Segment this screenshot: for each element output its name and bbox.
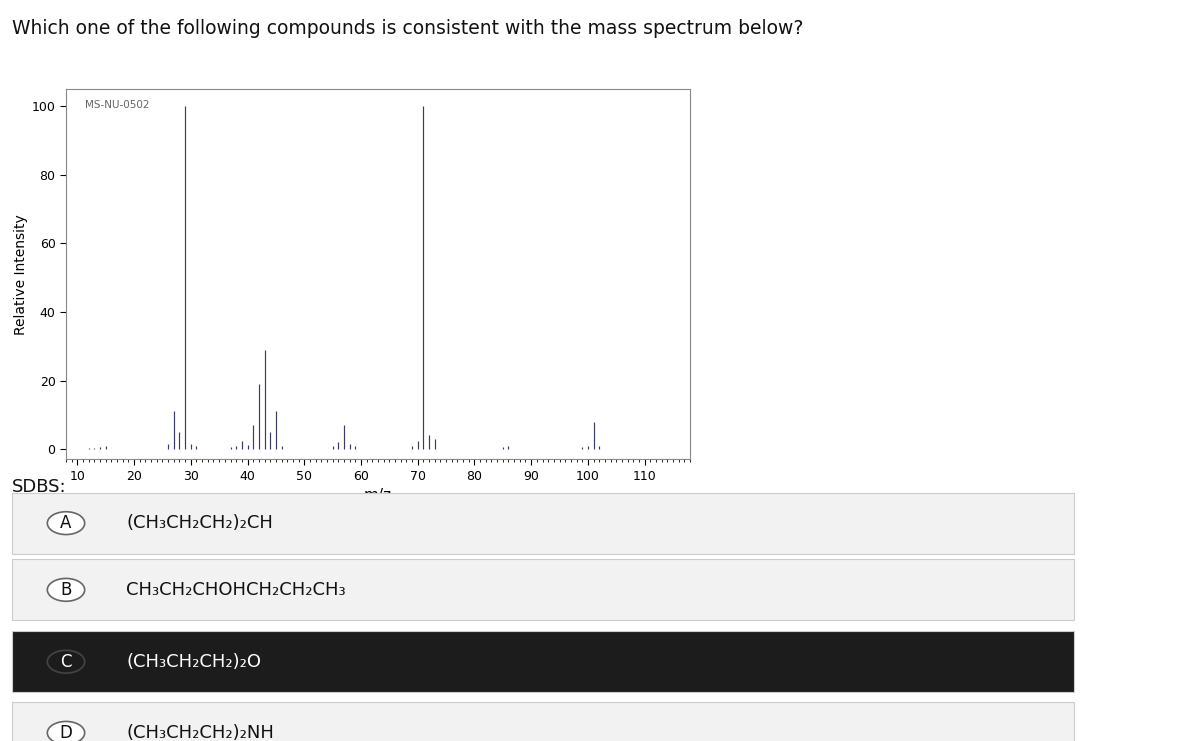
Text: MS-NU-0502: MS-NU-0502	[85, 100, 149, 110]
Text: SDBS:: SDBS:	[12, 478, 67, 496]
Y-axis label: Relative Intensity: Relative Intensity	[13, 214, 28, 334]
Text: CH₃CH₂CHOHCH₂CH₂CH₃: CH₃CH₂CHOHCH₂CH₂CH₃	[126, 581, 346, 599]
Text: (CH₃CH₂CH₂)₂NH: (CH₃CH₂CH₂)₂NH	[126, 724, 274, 741]
Text: B: B	[60, 581, 72, 599]
Text: A: A	[60, 514, 72, 532]
Text: C: C	[60, 653, 72, 671]
Text: Which one of the following compounds is consistent with the mass spectrum below?: Which one of the following compounds is …	[12, 19, 803, 38]
Text: D: D	[60, 724, 72, 741]
Text: (CH₃CH₂CH₂)₂CH: (CH₃CH₂CH₂)₂CH	[126, 514, 272, 532]
X-axis label: m/z: m/z	[364, 488, 392, 503]
Text: (CH₃CH₂CH₂)₂O: (CH₃CH₂CH₂)₂O	[126, 653, 262, 671]
